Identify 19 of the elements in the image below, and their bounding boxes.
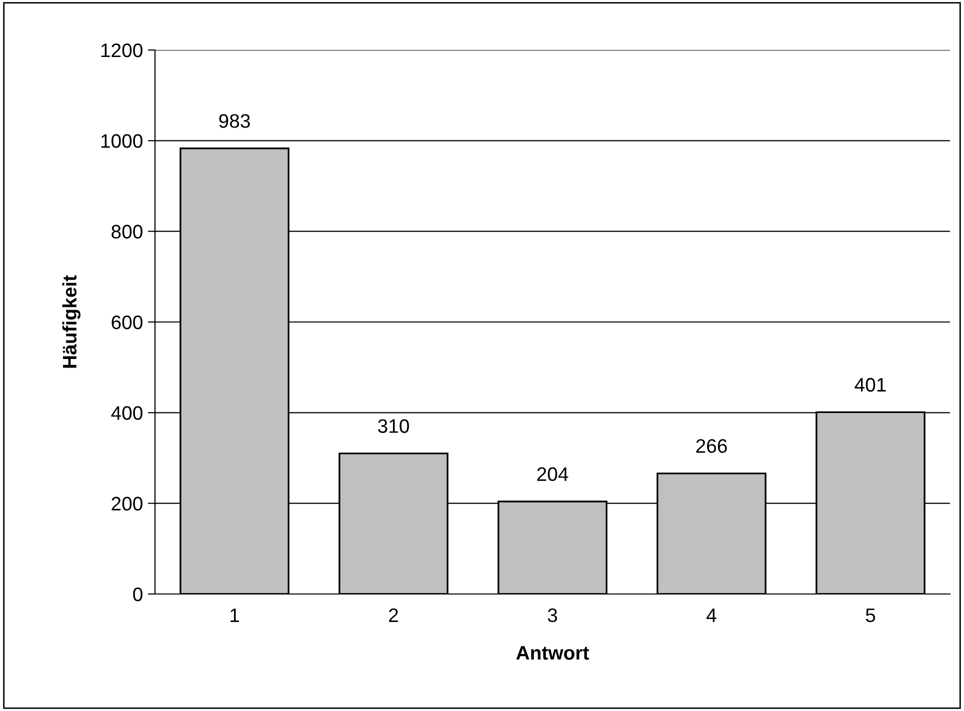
data-label: 401 <box>854 378 886 392</box>
data-label: 310 <box>378 419 409 433</box>
y-tick-label: 400 <box>111 406 142 420</box>
y-tick-label: 0 <box>133 587 142 602</box>
x-tick-label: 1 <box>230 608 239 622</box>
y-tick-label: 1200 <box>101 43 142 58</box>
data-label: 266 <box>696 439 727 453</box>
x-tick-label: 3 <box>548 608 558 622</box>
data-label: 983 <box>219 114 250 128</box>
y-tick-label: 1000 <box>101 134 142 148</box>
data-label: 204 <box>537 467 568 482</box>
y-tick-label: 800 <box>112 224 142 239</box>
x-axis-title: Antwort <box>516 646 589 660</box>
y-tick-label: 200 <box>112 496 142 511</box>
x-tick-label: 5 <box>866 608 876 622</box>
y-tick-label: 600 <box>112 315 142 330</box>
x-tick-label: 4 <box>706 608 716 622</box>
y-axis-title: Häufigkeit <box>62 275 80 368</box>
x-tick-label: 2 <box>389 608 398 622</box>
